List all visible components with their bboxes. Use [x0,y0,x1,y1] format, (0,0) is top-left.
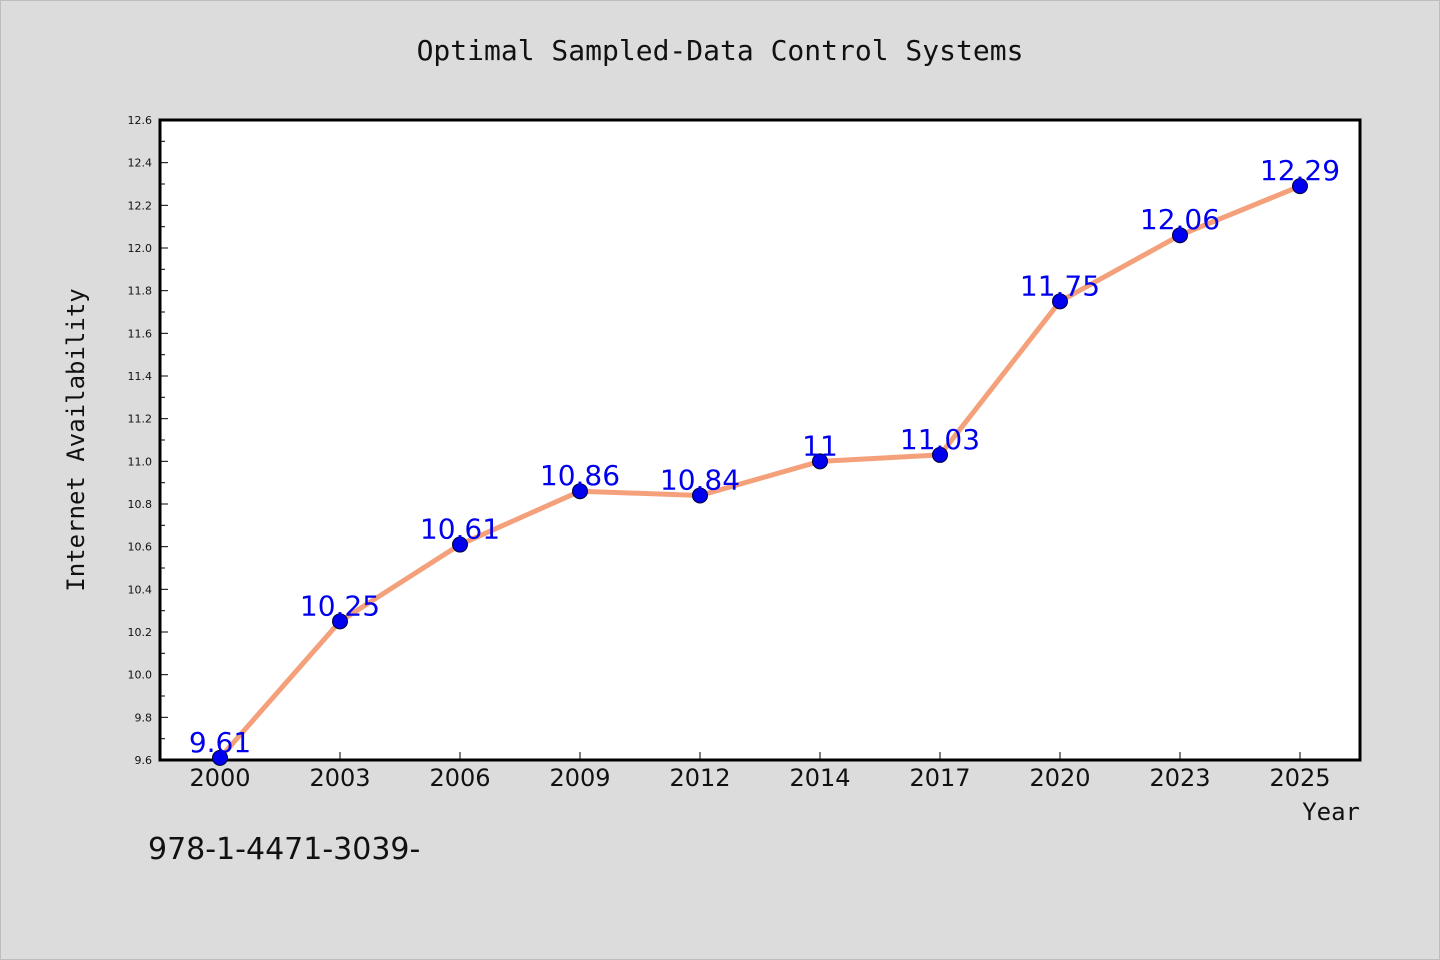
y-tick-label: 12.0 [128,242,153,255]
data-label: 12.29 [1260,154,1340,187]
data-point [1292,178,1308,195]
data-label: 10.61 [420,513,500,546]
y-tick-label: 10.4 [128,583,153,596]
data-label: 11 [802,429,838,462]
data-point [692,487,708,504]
x-tick-label: 2003 [309,764,370,792]
data-label: 9.61 [189,726,251,759]
data-label: 11.75 [1020,269,1100,302]
data-point [452,536,468,553]
data-label: 12.06 [1140,203,1220,236]
chart-title: Optimal Sampled-Data Control Systems [416,34,1024,67]
x-tick-label: 2020 [1029,764,1090,792]
y-tick-label: 10.2 [128,626,153,639]
y-tick-label: 11.2 [128,413,153,426]
y-tick-label: 12.4 [128,157,153,170]
y-tick-label: 11.6 [128,327,153,340]
data-point [572,483,588,500]
x-tick-label: 2014 [789,764,850,792]
y-tick-label: 11.0 [128,455,153,468]
y-tick-label: 9.8 [135,711,153,724]
x-axis-label: Year [1302,798,1360,826]
data-point [812,453,828,470]
x-tick-label: 2009 [549,764,610,792]
y-tick-label: 11.8 [128,285,153,298]
y-tick-label: 9.6 [135,754,153,767]
x-tick-label: 2025 [1269,764,1330,792]
data-label: 10.86 [540,459,620,492]
data-label: 11.03 [900,423,980,456]
data-point [212,749,228,766]
y-tick-label: 11.4 [128,370,153,383]
x-tick-label: 2017 [909,764,970,792]
data-label: 10.84 [660,463,740,496]
x-tick-label: 2023 [1149,764,1210,792]
data-point [1052,293,1068,310]
y-tick-label: 12.2 [128,199,153,212]
x-tick-label: 2012 [669,764,730,792]
data-point [332,613,348,630]
y-tick-label: 10.8 [128,498,153,511]
data-point [1172,227,1188,244]
series-line [217,183,1303,761]
footnote-text: 978-1-4471-3039- [148,832,421,867]
y-tick-label: 12.6 [128,114,153,127]
data-point [932,446,948,463]
x-tick-label: 2006 [429,764,490,792]
plot-area [158,118,1362,762]
y-tick-label: 10.6 [128,541,153,554]
y-tick-label: 10.0 [128,669,153,682]
x-tick-label: 2000 [189,764,250,792]
data-label: 10.25 [300,589,380,622]
y-axis-label: Internet Availability [62,288,90,591]
